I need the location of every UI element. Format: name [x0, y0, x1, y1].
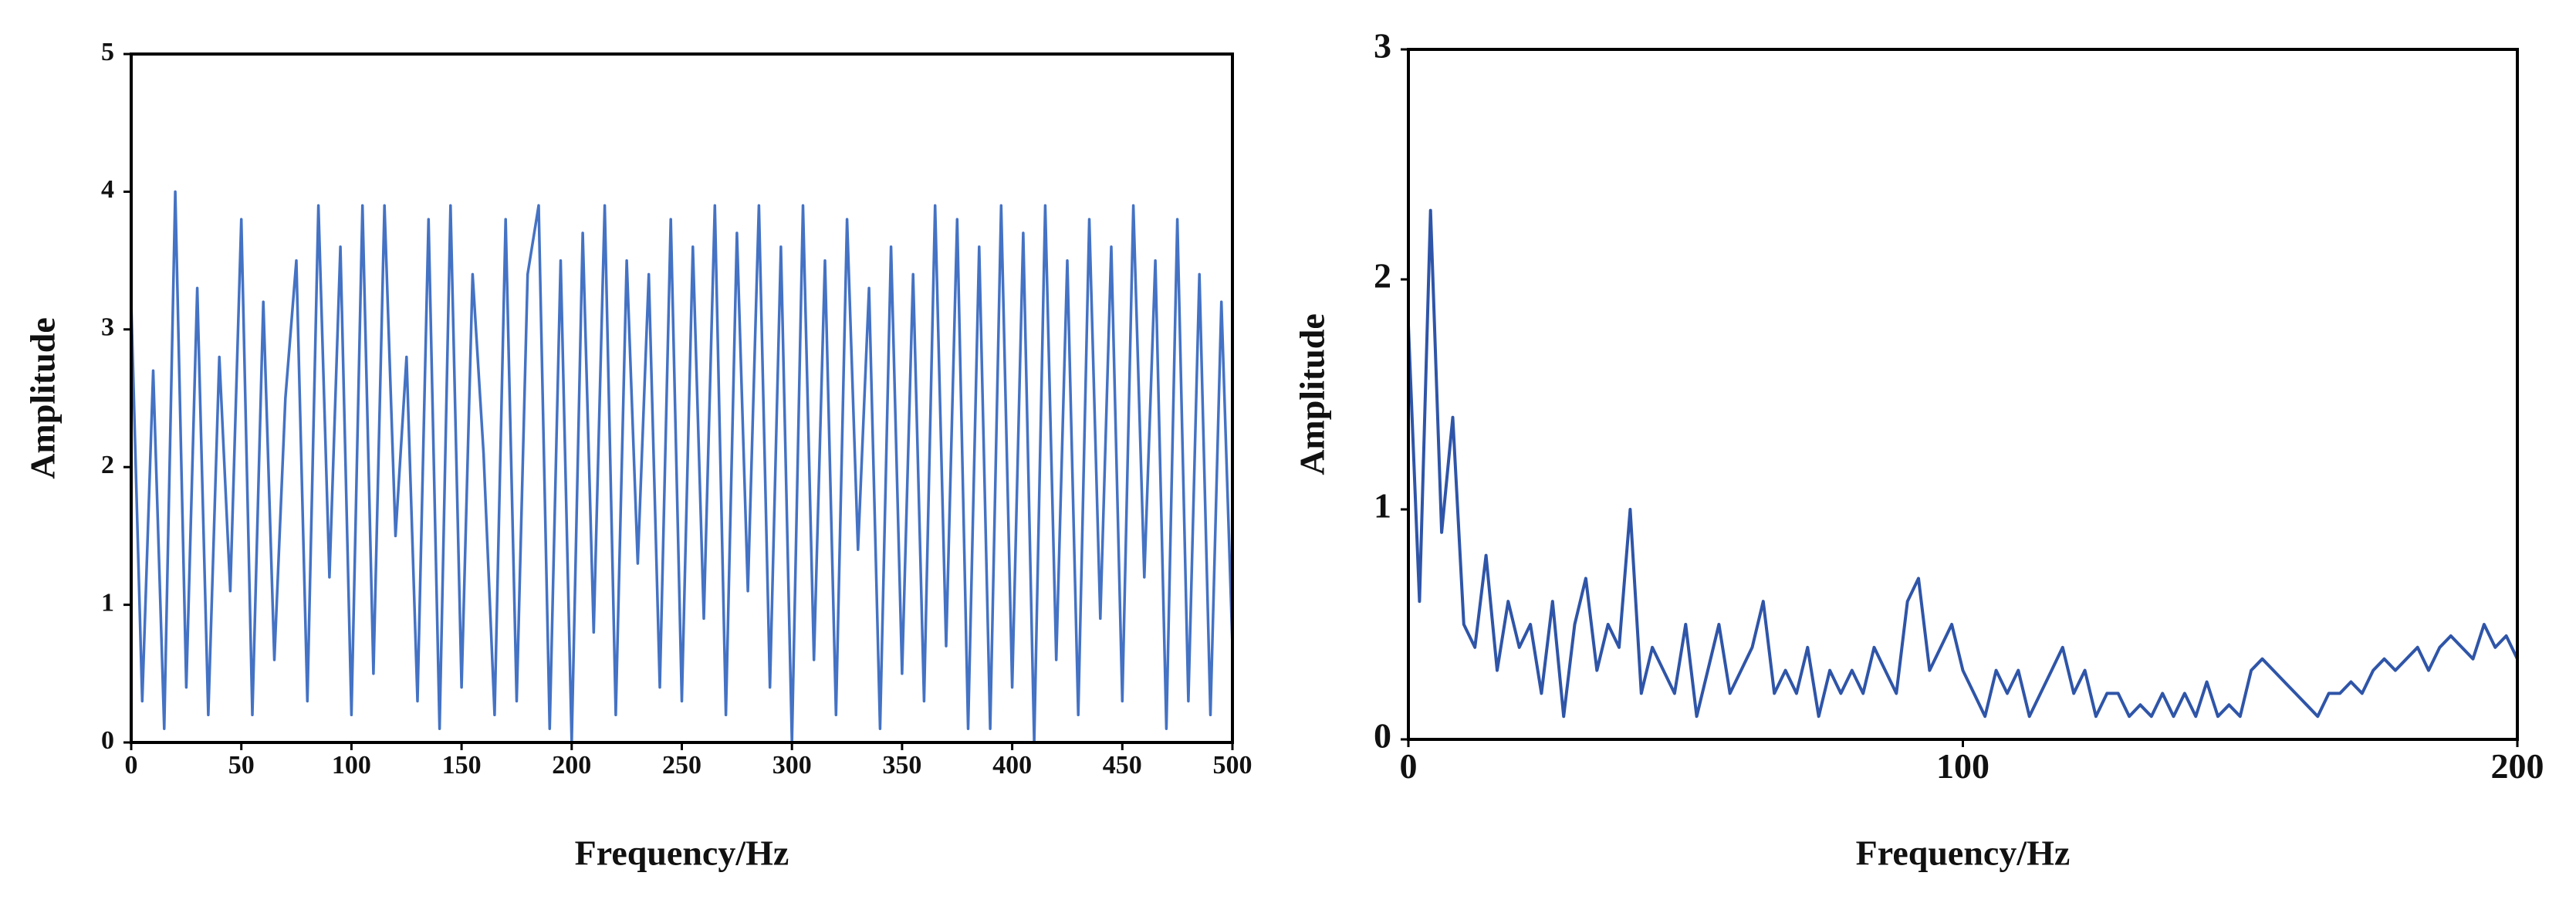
y-tick-label: 3 — [1374, 26, 1391, 66]
x-tick-label: 0 — [125, 751, 138, 780]
x-tick-label: 200 — [2491, 746, 2544, 786]
y-tick-label: 2 — [101, 451, 114, 479]
x-tick-label: 0 — [1400, 746, 1418, 786]
y-tick-label: 0 — [1374, 716, 1391, 756]
x-tick-label: 400 — [992, 751, 1032, 780]
x-tick-label: 300 — [772, 751, 812, 780]
x-tick-label: 150 — [442, 751, 482, 780]
x-tick-label: 250 — [662, 751, 701, 780]
x-axis-label: Frequency/Hz — [575, 834, 789, 873]
x-tick-label: 450 — [1103, 751, 1142, 780]
x-tick-label: 350 — [882, 751, 921, 780]
y-tick-label: 3 — [101, 313, 114, 342]
x-tick-label: 200 — [552, 751, 591, 780]
y-axis-label: Amplitude — [1293, 313, 1332, 475]
x-tick-label: 100 — [332, 751, 371, 780]
x-tick-label: 100 — [1936, 746, 1989, 786]
x-tick-label: 500 — [1213, 751, 1253, 780]
y-tick-label: 4 — [101, 175, 114, 204]
y-tick-label: 5 — [101, 38, 114, 66]
y-tick-label: 0 — [101, 726, 114, 755]
line-series — [1407, 208, 2519, 719]
y-tick-label: 2 — [1374, 256, 1391, 296]
y-tick-label: 1 — [1374, 486, 1391, 526]
y-tick-label: 1 — [101, 588, 114, 617]
line-series — [130, 190, 1234, 744]
x-axis-label: Frequency/Hz — [1856, 834, 2071, 873]
x-tick-label: 50 — [228, 751, 255, 780]
plot-frame — [130, 52, 1234, 744]
y-axis-label: Amplitude — [23, 317, 63, 479]
